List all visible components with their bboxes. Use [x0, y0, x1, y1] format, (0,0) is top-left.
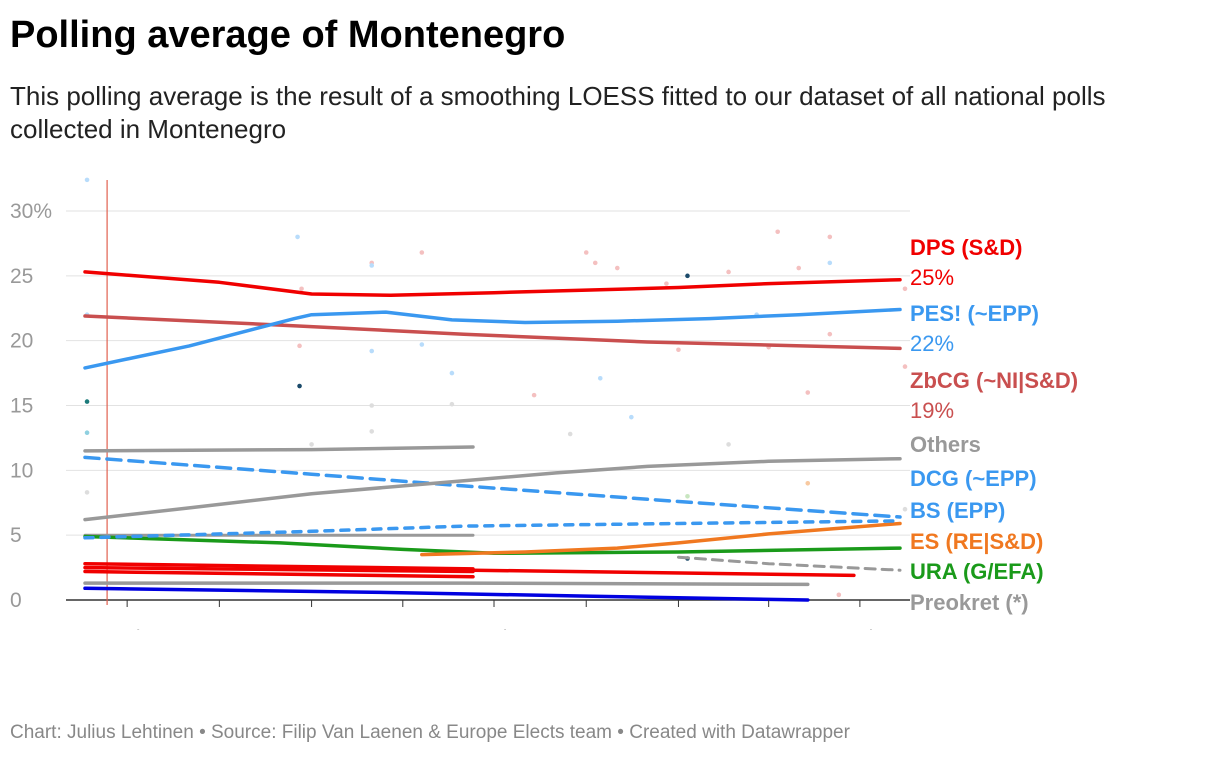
series-name-label: ZbCG (~NI|S&D): [910, 368, 1078, 393]
series-line: [420, 521, 902, 557]
poll-dot: [827, 331, 833, 337]
poll-dot: [297, 383, 302, 389]
series-line: [83, 569, 475, 579]
poll-dot: [299, 286, 304, 292]
poll-dot: [369, 429, 375, 434]
x-tick-label: Jan: [662, 627, 696, 630]
x-tick-label: Apr: [386, 627, 419, 630]
trend-lines: [83, 270, 902, 602]
chart-footer: Chart: Julius Lehtinen • Source: Filip V…: [10, 722, 850, 744]
poll-dot: [84, 399, 90, 404]
series-line: [83, 581, 810, 587]
y-tick-label: 20: [10, 330, 33, 353]
poll-dot: [902, 286, 908, 292]
y-tick-label: 10: [10, 459, 33, 482]
x-tick-label: Jul: [114, 627, 141, 630]
series-value-label: 19%: [910, 398, 954, 423]
poll-dot: [309, 442, 314, 447]
series-name-label: Others: [910, 432, 981, 457]
y-tick-label: 25: [10, 265, 33, 288]
series-line: [83, 455, 902, 519]
poll-dot: [827, 260, 833, 266]
series-name-label: DCG (~EPP): [910, 466, 1037, 491]
poll-dot: [836, 592, 842, 598]
poll-dot: [84, 177, 90, 183]
series-line: [83, 561, 475, 571]
poll-dot: [676, 347, 681, 353]
poll-dot: [685, 493, 690, 499]
poll-dots: [84, 177, 908, 598]
series-name-label: ES (RE|S&D): [910, 529, 1043, 554]
series-line: [83, 565, 475, 574]
series-line: [83, 270, 902, 298]
series-line: [471, 568, 856, 578]
poll-dot: [295, 234, 300, 240]
poll-dot: [567, 431, 573, 437]
series-name-label: Preokret (*): [910, 590, 1029, 615]
poll-dot: [597, 375, 603, 381]
poll-dot: [775, 229, 780, 235]
poll-dot: [805, 481, 811, 486]
series-labels: DPS (S&D) 25% PES! (~EPP) 22% ZbCG (~NI|S&D)…: [910, 235, 1078, 615]
poll-dot: [297, 343, 302, 349]
poll-dot: [449, 370, 455, 376]
poll-dot: [369, 263, 375, 268]
y-tick-label: 30%: [10, 200, 52, 223]
footer-author: Chart: Julius Lehtinen: [10, 722, 194, 743]
poll-dot: [449, 401, 455, 407]
poll-dot: [531, 392, 537, 398]
series-line: [83, 519, 902, 540]
x-tick-label: Jan: [295, 627, 329, 630]
series-name-label: PES! (~EPP): [910, 301, 1039, 326]
x-tick-label: Oct: [570, 627, 603, 630]
poll-dot: [902, 506, 908, 512]
poll-dot: [805, 390, 811, 395]
poll-dot: [664, 281, 669, 286]
y-tick-label: 5: [10, 524, 22, 547]
poll-dot: [592, 260, 598, 266]
poll-dot: [84, 430, 90, 436]
page-title: Polling average of Montenegro: [10, 14, 566, 56]
footer-source: Source: Filip Van Laenen & Europe Elects…: [211, 722, 612, 743]
y-tick-label: 0: [10, 589, 22, 612]
poll-dot: [726, 442, 731, 447]
series-line: [83, 307, 902, 370]
series-line: [83, 445, 475, 453]
poll-dot: [827, 234, 833, 240]
series-name-label: URA (G/EFA): [910, 559, 1044, 584]
poll-dot: [726, 269, 731, 275]
page-subtitle: This polling average is the result of a …: [10, 81, 1106, 144]
poll-dot: [796, 265, 802, 271]
x-tick-label: Jul: [481, 627, 508, 630]
polling-line-chart: 051015202530%Jul2023OctJan2024AprJulOctJ…: [10, 177, 1078, 630]
series-line: [83, 456, 902, 522]
poll-dot: [419, 342, 425, 347]
poll-dot: [84, 490, 90, 495]
footer-separator: •: [199, 722, 206, 743]
poll-dot: [583, 250, 589, 255]
x-tick-label: Oct: [203, 627, 236, 630]
poll-dot: [369, 403, 375, 408]
poll-dot: [629, 414, 634, 420]
footer-tool: Created with Datawrapper: [629, 722, 850, 743]
poll-dot: [419, 250, 425, 255]
series-name-label: DPS (S&D): [910, 235, 1022, 260]
series-value-label: 22%: [910, 331, 954, 356]
axis-labels: 051015202530%Jul2023OctJan2024AprJulOctJ…: [10, 200, 873, 630]
x-tick-label: Jul: [846, 627, 873, 630]
footer-separator: •: [617, 722, 624, 743]
series-value-label: 25%: [910, 265, 954, 290]
poll-dot: [615, 265, 620, 271]
x-tick-label: Apr: [752, 627, 785, 630]
series-line: [83, 314, 902, 351]
series-name-label: BS (EPP): [910, 498, 1005, 523]
poll-dot: [902, 364, 908, 369]
poll-dot: [369, 348, 375, 354]
series-line: [83, 534, 902, 556]
series-line: [677, 555, 902, 572]
poll-dot: [685, 273, 690, 279]
y-tick-label: 15: [10, 395, 33, 418]
series-line: [83, 586, 810, 602]
